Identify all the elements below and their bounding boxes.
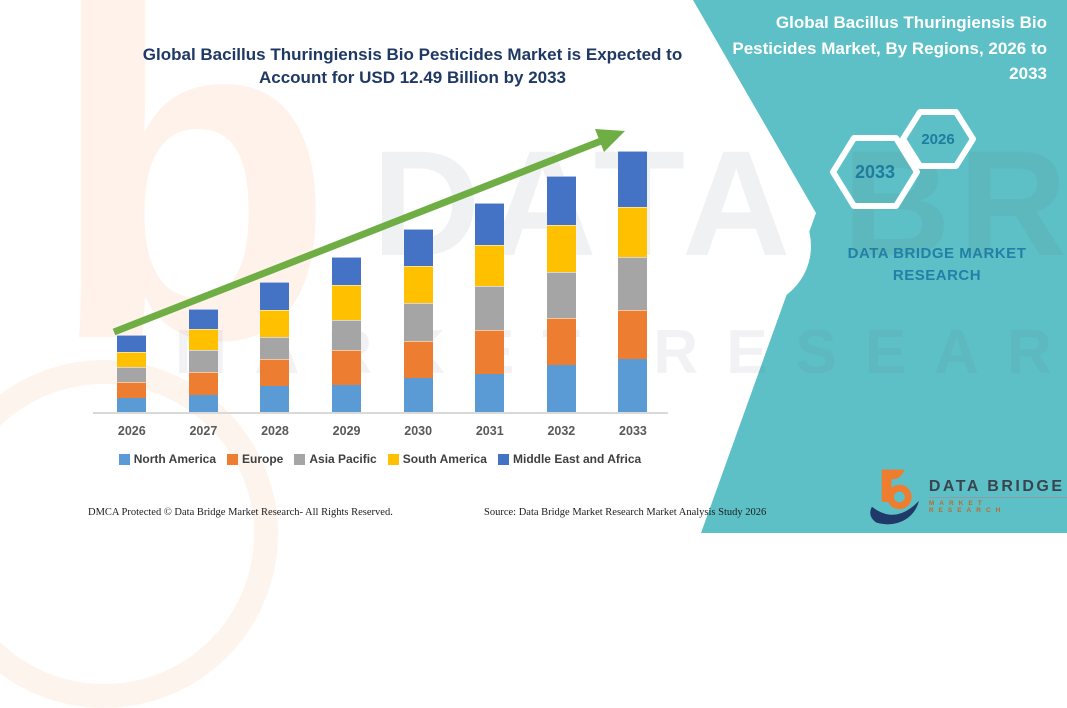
bar-2027 bbox=[168, 130, 240, 413]
x-tick-2033: 2033 bbox=[619, 424, 647, 438]
segment-europe-2026 bbox=[117, 381, 147, 398]
hexagon-label-2026: 2026 bbox=[921, 131, 955, 148]
segment-north-america-2032 bbox=[546, 365, 576, 413]
x-tick-2030: 2030 bbox=[404, 424, 433, 438]
segment-europe-2029 bbox=[332, 349, 362, 385]
segment-asia-pacific-2031 bbox=[475, 286, 505, 331]
legend-label: Middle East and Africa bbox=[512, 452, 642, 466]
legend-item-asia-pacific: Asia Pacific bbox=[294, 452, 377, 466]
segment-south-america-2026 bbox=[117, 351, 147, 367]
segment-north-america-2029 bbox=[332, 384, 362, 413]
segment-europe-2030 bbox=[403, 340, 433, 378]
x-tick-2028: 2028 bbox=[261, 424, 289, 438]
segment-asia-pacific-2026 bbox=[117, 366, 147, 382]
segment-europe-2033 bbox=[618, 309, 648, 359]
segment-middle-east-and-africa-2029 bbox=[332, 256, 362, 285]
hexagon-2026-outline bbox=[900, 109, 976, 169]
footer-source: Source: Data Bridge Market Research Mark… bbox=[484, 507, 767, 518]
x-tick-2026: 2026 bbox=[117, 424, 146, 438]
bar-2032 bbox=[526, 130, 598, 413]
bar-2031 bbox=[454, 130, 526, 413]
segment-middle-east-and-africa-2028 bbox=[260, 282, 290, 310]
legend-item-middle-east-and-africa: Middle East and Africa bbox=[497, 452, 642, 466]
logo-subtitle: MARKET RESEARCH bbox=[928, 500, 1006, 515]
segment-south-america-2030 bbox=[403, 265, 433, 303]
bar-2030 bbox=[382, 130, 454, 413]
legend-marker-icon bbox=[118, 453, 130, 465]
x-tick-2029: 2029 bbox=[332, 424, 361, 438]
vector-overlay bbox=[112, 109, 976, 336]
chart-legend: North America Europe Asia Pacific South Ame… bbox=[85, 452, 675, 466]
segment-asia-pacific-2029 bbox=[332, 319, 362, 350]
bar-2029 bbox=[311, 130, 383, 413]
legend-marker-icon bbox=[294, 453, 306, 465]
segment-north-america-2033 bbox=[618, 358, 648, 413]
segment-north-america-2026 bbox=[117, 397, 147, 413]
segment-middle-east-and-africa-2031 bbox=[475, 203, 505, 246]
segment-north-america-2027 bbox=[188, 394, 218, 413]
footer-copyright: DMCA Protected © Data Bridge Market Rese… bbox=[88, 507, 393, 518]
company-logo: DATA BRIDGE MARKET RESEARCH bbox=[870, 466, 1067, 526]
segment-south-america-2027 bbox=[188, 329, 218, 351]
segment-south-america-2029 bbox=[332, 284, 362, 320]
segment-europe-2027 bbox=[188, 372, 218, 395]
segment-europe-2031 bbox=[475, 330, 505, 374]
legend-label: Asia Pacific bbox=[309, 452, 377, 466]
segment-asia-pacific-2028 bbox=[260, 337, 290, 359]
hexagon-2033-outline bbox=[830, 135, 920, 209]
chart-title: Global Bacillus Thuringiensis Bio Pestic… bbox=[142, 45, 683, 87]
bar-chart bbox=[96, 130, 669, 413]
legend-label: South America bbox=[402, 452, 487, 466]
trend-arrow-line bbox=[112, 137, 603, 336]
segment-europe-2032 bbox=[546, 318, 576, 366]
legend-marker-icon bbox=[497, 453, 509, 465]
segment-middle-east-and-africa-2033 bbox=[618, 150, 648, 207]
side-panel-background bbox=[689, 0, 1067, 533]
segment-north-america-2031 bbox=[475, 373, 505, 413]
segment-south-america-2031 bbox=[475, 245, 505, 287]
bar-2028 bbox=[239, 130, 311, 413]
teal-panel-shape bbox=[693, 0, 1067, 533]
segment-asia-pacific-2027 bbox=[188, 350, 218, 373]
legend-label: North America bbox=[133, 452, 217, 466]
decorative-circle bbox=[689, 185, 811, 307]
hexagon-label-2033: 2033 bbox=[854, 162, 896, 182]
x-tick-2027: 2027 bbox=[189, 424, 218, 438]
segment-asia-pacific-2033 bbox=[618, 256, 648, 310]
segment-south-america-2033 bbox=[618, 206, 648, 257]
x-tick-2031: 2031 bbox=[475, 424, 504, 438]
legend-item-south-america: South America bbox=[387, 452, 487, 466]
segment-north-america-2030 bbox=[403, 377, 433, 413]
databridge-logo-icon bbox=[870, 469, 919, 525]
segment-middle-east-and-africa-2032 bbox=[546, 176, 576, 225]
bar-2026 bbox=[96, 130, 168, 413]
segment-middle-east-and-africa-2030 bbox=[403, 228, 433, 266]
segment-asia-pacific-2030 bbox=[403, 302, 433, 341]
segment-north-america-2028 bbox=[260, 386, 290, 413]
logo-name: DATA BRIDGE bbox=[928, 477, 1065, 495]
legend-item-europe: Europe bbox=[227, 452, 283, 466]
bar-2033 bbox=[597, 130, 669, 413]
trend-arrow-head-icon bbox=[595, 129, 625, 152]
segment-middle-east-and-africa-2026 bbox=[117, 335, 147, 352]
x-axis-labels: 2026 2027 2028 2029 2030 2031 2032 2033 bbox=[96, 424, 669, 438]
legend-item-north-america: North America bbox=[118, 452, 217, 466]
segment-south-america-2032 bbox=[546, 224, 576, 273]
x-tick-2032: 2032 bbox=[547, 424, 576, 438]
segment-south-america-2028 bbox=[260, 309, 290, 338]
segment-middle-east-and-africa-2027 bbox=[188, 308, 218, 330]
legend-marker-icon bbox=[387, 453, 399, 465]
segment-europe-2028 bbox=[260, 358, 290, 387]
legend-label: Europe bbox=[242, 452, 284, 466]
x-axis-line bbox=[93, 412, 668, 414]
legend-marker-icon bbox=[227, 453, 239, 465]
side-panel-heading: Global Bacillus Thuringiensis Bio Pestic… bbox=[732, 13, 1047, 83]
logo-divider bbox=[928, 497, 1067, 499]
side-panel-brand-text: DATA BRIDGE MARKET RESEARCH bbox=[847, 245, 1027, 284]
segment-asia-pacific-2032 bbox=[546, 272, 576, 319]
